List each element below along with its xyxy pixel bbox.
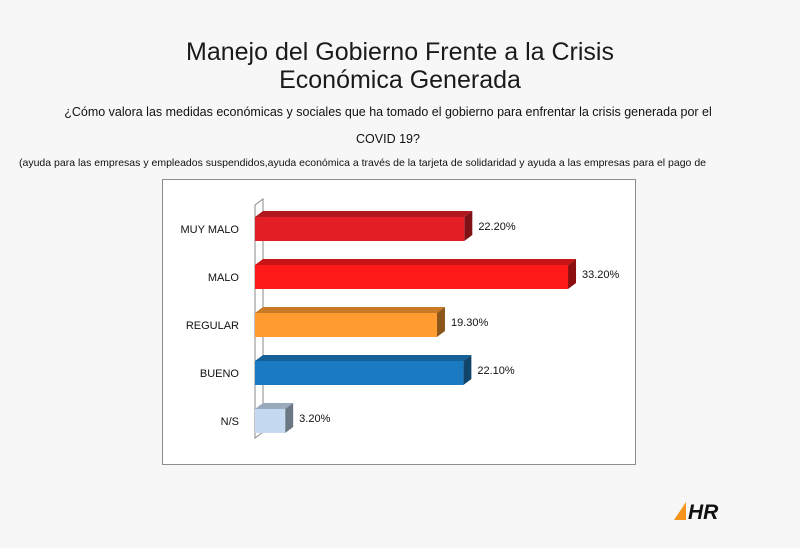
data-label: 33.20% [582,269,620,281]
bar [255,361,464,385]
category-label: BUENO [200,368,240,380]
bar-end [568,259,577,289]
bar-top [255,211,473,217]
hr-logo: HR [672,498,734,524]
bar-top [255,307,445,313]
data-label: 22.10% [477,365,515,377]
bar-end [436,307,445,337]
data-label: 3.20% [299,413,330,425]
bar [255,265,569,289]
category-label: N/S [221,416,239,428]
bar-top [255,355,472,361]
question-line-2: COVID 19? [356,132,420,146]
logo-text: HR [688,501,719,522]
question-line-1: ¿Cómo valora las medidas económicas y so… [64,105,712,119]
bar [255,217,465,241]
bar-end [285,403,294,433]
bar-chart: MUY MALO 22.20% MALO 33.20% REGULAR 19.30% BUE… [181,198,620,439]
logo-accent-shape [674,502,686,520]
bar [255,409,286,433]
bar-end [464,211,473,241]
question-note: (ayuda para las empresas y empleados sus… [19,157,706,169]
category-label: MUY MALO [181,224,240,236]
category-label: MALO [208,272,240,284]
data-label: 22.20% [478,221,516,233]
bar-top [255,259,577,265]
title-line-1: Manejo del Gobierno Frente a la Crisis [186,38,614,66]
bar-end [463,355,472,385]
bar-top [255,403,294,409]
title-line-2: Económica Generada [279,66,521,94]
chart-title: Manejo del Gobierno Frente a la Crisis E… [0,38,800,94]
chart-area: MUY MALO 22.20% MALO 33.20% REGULAR 19.30% BUE… [162,179,636,465]
bar [255,313,437,337]
data-label: 19.30% [451,317,489,329]
category-label: REGULAR [186,320,239,332]
